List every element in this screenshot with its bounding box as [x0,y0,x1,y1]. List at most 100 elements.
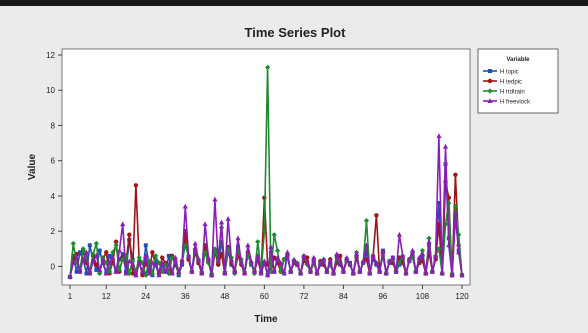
data-point [120,256,126,262]
data-point [219,239,224,244]
data-point [192,240,198,246]
data-point [271,232,277,238]
data-point [130,271,135,276]
data-point [403,270,409,276]
data-point [436,201,441,205]
data-point [182,242,188,248]
data-point [129,261,136,267]
data-point [90,258,96,264]
data-point [307,268,314,274]
data-point [143,272,149,278]
data-point [113,239,119,244]
y-tick-label: 4 [51,192,56,201]
data-point [288,268,294,274]
data-point [133,272,139,278]
data-point [255,253,261,258]
data-point [314,270,320,276]
legend-marker [487,88,493,94]
data-point [274,254,281,260]
y-tick-label: 2 [51,227,56,236]
data-point [419,251,426,257]
data-point [166,253,171,258]
data-point [143,253,149,258]
data-point [195,256,202,262]
data-point [297,270,304,276]
data-point [80,246,86,252]
data-point [84,271,89,276]
data-point [380,249,386,255]
data-point [396,260,403,266]
data-point [106,260,113,265]
data-point [281,270,287,276]
x-axis-ticks: 1 12 24 36 48 60 72 84 96 108 120 [68,285,469,301]
data-point [367,270,373,276]
data-point [251,268,258,274]
data-point [106,269,113,275]
data-point [103,260,109,266]
data-point [139,260,146,266]
data-point [71,253,76,258]
y-axis-label: Value [27,154,38,181]
data-point [255,239,261,245]
legend-entry-label: H topic [500,70,519,76]
x-tick-label: 12 [102,292,111,301]
data-point [370,253,376,258]
data-point [364,250,369,255]
data-point [70,240,76,247]
x-tick-label: 60 [260,292,269,301]
data-point [127,232,132,237]
y-tick-label: 0 [51,262,56,271]
data-point [241,270,248,276]
data-point [100,256,106,262]
legend: Variable H topic H tedpic H trdtrain H free… [477,48,559,114]
data-point [453,172,458,178]
data-point [265,272,271,278]
data-point [291,256,297,262]
data-point [232,268,238,274]
data-point [216,262,221,267]
data-point [153,253,159,259]
y-axis-ticks: 0 2 4 6 8 10 12 [46,51,62,271]
data-point [278,260,284,265]
data-point [360,258,366,264]
y-tick-label: 8 [51,121,56,130]
data-point [304,260,310,265]
data-point [116,267,123,273]
data-point [185,253,192,258]
data-point [212,246,218,252]
y-tick-label: 6 [51,157,56,166]
data-point [156,260,162,266]
data-point [446,242,452,248]
data-point [120,252,125,257]
data-point [436,221,442,227]
data-point [80,256,86,262]
data-point [248,258,254,264]
data-point [160,255,165,260]
data-point [146,258,152,264]
data-point [413,268,419,274]
x-tick-label: 108 [416,292,430,301]
data-point [416,254,422,260]
x-tick-label: 36 [181,292,190,301]
x-tick-label: 24 [141,292,150,301]
data-point [238,260,244,265]
data-point [162,268,169,274]
data-point [149,260,155,265]
data-point [136,260,142,265]
data-point [94,267,99,272]
data-point [107,253,112,258]
data-point [169,255,175,261]
data-point [426,235,432,241]
legend-entry-label: H trdtrain [500,90,525,96]
data-point [419,247,426,254]
data-point [73,254,80,260]
data-point [179,260,185,265]
x-tick-label: 48 [220,292,229,301]
data-point [67,274,73,279]
data-point [199,270,205,276]
data-point [334,251,340,257]
data-point [218,219,225,225]
data-point [363,218,370,224]
data-point [452,203,459,210]
data-point [143,243,148,248]
